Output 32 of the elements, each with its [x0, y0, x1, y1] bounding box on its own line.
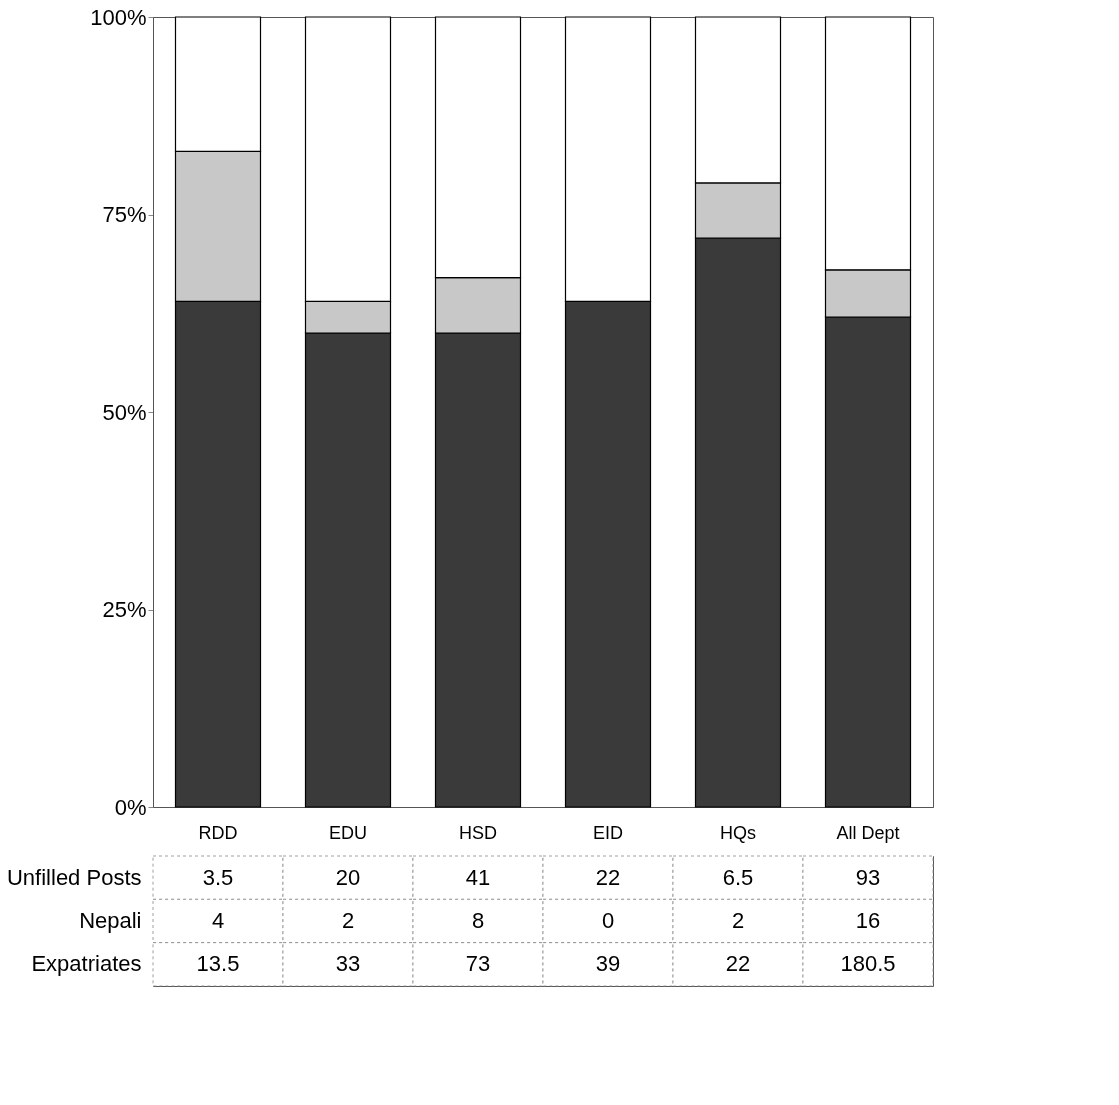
y-tick-label: Nepali: [79, 908, 142, 933]
data-label: 3.5: [202, 864, 234, 890]
x-tick-label: RDD: [198, 822, 238, 843]
data-label: 39: [595, 951, 621, 977]
data-label: 73: [465, 951, 491, 977]
x-tick-label: HSD: [458, 822, 498, 843]
y-tick-label: 75%: [102, 202, 147, 227]
data-label: 13.5: [196, 951, 240, 977]
data-label: 20: [335, 864, 361, 890]
data-label: 0: [601, 908, 615, 933]
data-label: 180.5: [840, 951, 896, 977]
x-tick-label: HQs: [720, 822, 756, 843]
data-label: 2: [341, 908, 355, 933]
data-label: 2: [731, 908, 745, 933]
data-label: 4: [211, 908, 225, 933]
x-tick-label: EID: [592, 822, 624, 843]
x-tick-label: All Dept: [836, 822, 900, 843]
data-label: 6.5: [722, 864, 754, 890]
data-label: 22: [725, 951, 751, 977]
data-label: 41: [465, 864, 491, 890]
y-tick-label: 0%: [114, 794, 147, 820]
x-tick-label: EDU: [328, 822, 368, 843]
data-label: 16: [855, 908, 881, 933]
y-tick-label: 25%: [102, 597, 147, 622]
y-tick-label: 100%: [90, 4, 147, 30]
data-label: 93: [855, 864, 881, 890]
y-tick-label: 50%: [102, 399, 147, 425]
data-label: 22: [595, 864, 621, 890]
y-tick-label: Unfilled Posts: [6, 864, 142, 890]
data-label: 8: [471, 908, 485, 933]
data-label: 33: [335, 951, 361, 977]
y-tick-label: Expatriates: [31, 951, 142, 977]
